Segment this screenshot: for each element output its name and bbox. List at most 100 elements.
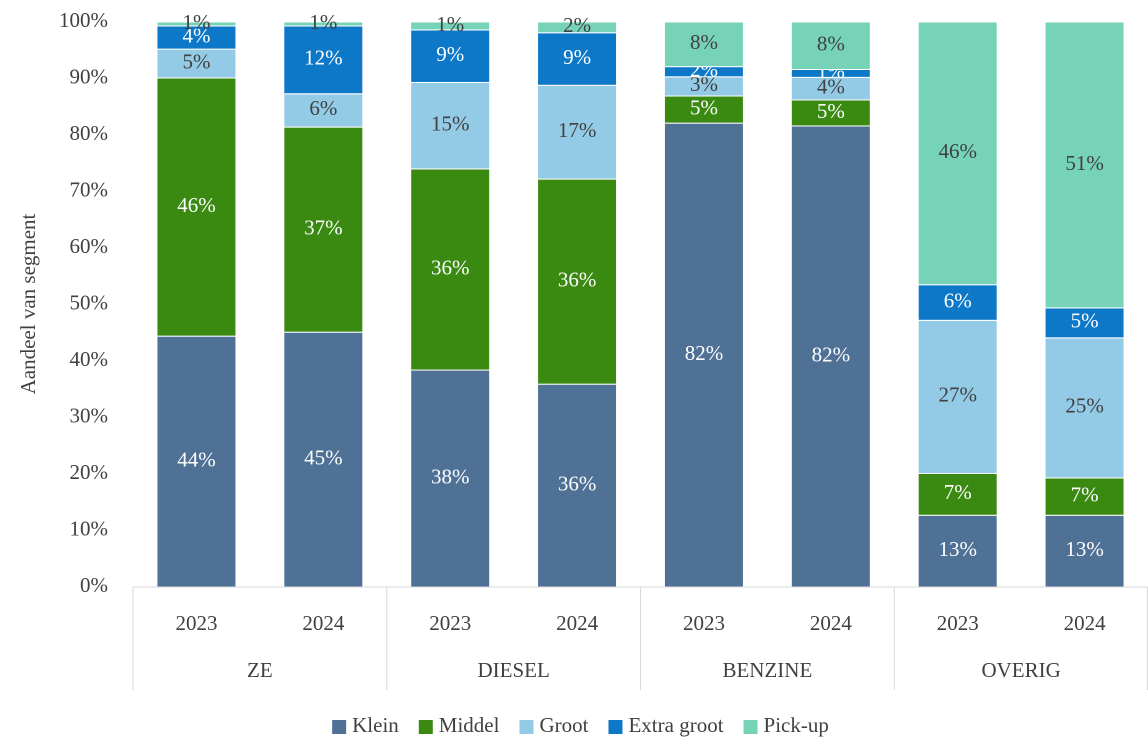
data-label: 17% [558, 118, 597, 142]
data-label: 1% [436, 12, 464, 36]
bar-segment [156, 21, 237, 27]
y-tick-label: 10% [70, 516, 109, 540]
data-label: 9% [436, 42, 464, 66]
data-label: 46% [177, 193, 216, 217]
y-tick-label: 100% [59, 8, 108, 32]
data-label: 82% [812, 342, 851, 366]
y-tick-label: 20% [70, 460, 109, 484]
data-label: 6% [944, 288, 972, 312]
bar-segment [1044, 514, 1125, 588]
y-tick-label: 0% [80, 573, 108, 597]
bar-segment [917, 319, 998, 474]
data-label: 36% [431, 255, 470, 279]
data-label: 1% [309, 10, 337, 34]
legend-swatch [608, 720, 623, 734]
group-label: OVERIG [981, 658, 1060, 682]
x-tick-label: 2024 [810, 611, 853, 635]
data-label: 8% [690, 30, 718, 54]
bar-segment [537, 32, 618, 86]
bar-segment [1044, 307, 1125, 339]
data-label: 27% [938, 383, 977, 407]
y-tick-label: 80% [70, 121, 109, 145]
data-label: 5% [817, 99, 845, 123]
bar-segment [663, 95, 744, 124]
bar-segment [663, 122, 744, 588]
data-label: 5% [1071, 309, 1099, 333]
bar-segment [1044, 337, 1125, 479]
group-label: BENZINE [722, 658, 812, 682]
bar-segment [410, 168, 491, 371]
y-tick-label: 30% [70, 403, 109, 427]
data-label: 37% [304, 215, 343, 239]
bar-segment [1044, 21, 1125, 309]
y-tick-label: 60% [70, 234, 109, 258]
x-tick-label: 2024 [1064, 611, 1107, 635]
bar-segment [917, 472, 998, 516]
bar-segment [790, 21, 871, 70]
group-label: DIESEL [477, 658, 549, 682]
data-label: 4% [817, 74, 845, 98]
bar-segment [537, 178, 618, 385]
data-label: 46% [938, 139, 977, 163]
x-tick-label: 2023 [683, 611, 725, 635]
bar-segment [410, 21, 491, 31]
y-axis-label: Aandeel van segment [16, 213, 40, 394]
data-label: 36% [558, 267, 597, 291]
x-tick-label: 2023 [937, 611, 979, 635]
legend-swatch [418, 720, 433, 734]
bar-segment [283, 21, 364, 27]
data-label: 44% [177, 447, 216, 471]
data-label: 5% [182, 49, 210, 73]
y-tick-label: 50% [70, 290, 109, 314]
data-label: 1% [182, 10, 210, 34]
x-tick-label: 2024 [556, 611, 599, 635]
legend-swatch [519, 720, 534, 734]
bar-segment [283, 25, 364, 95]
data-label: 45% [304, 445, 343, 469]
data-label: 7% [944, 480, 972, 504]
legend-swatch [332, 720, 347, 734]
bar-segment [663, 21, 744, 68]
legend-label: Extra groot [628, 713, 723, 737]
legend-label: Groot [539, 713, 588, 737]
x-tick-label: 2023 [429, 611, 471, 635]
legend-label: Klein [352, 713, 399, 737]
legend-label: Pick-up [764, 713, 829, 737]
bar-segment [156, 77, 237, 337]
data-label: 6% [309, 96, 337, 120]
data-label: 5% [690, 95, 718, 119]
data-label: 8% [817, 32, 845, 56]
data-label: 4% [182, 23, 210, 47]
data-label: 82% [685, 341, 724, 365]
x-tick-label: 2023 [175, 611, 217, 635]
data-label: 7% [1071, 482, 1099, 506]
data-label: 38% [431, 464, 470, 488]
bar-segment [537, 383, 618, 588]
legend-swatch [743, 720, 758, 734]
bar-segment [1044, 477, 1125, 516]
data-label: 51% [1065, 151, 1104, 175]
group-label: ZE [247, 658, 273, 682]
data-label: 15% [431, 111, 470, 135]
bar-segment [410, 81, 491, 170]
y-tick-label: 40% [70, 347, 109, 371]
data-label: 2% [563, 13, 591, 37]
y-tick-label: 70% [70, 177, 109, 201]
x-tick-label: 2024 [302, 611, 345, 635]
bar-segment [283, 93, 364, 128]
legend-label: Middel [439, 713, 500, 737]
data-label: 13% [938, 537, 977, 561]
bar-segment [410, 29, 491, 83]
bar-segment [410, 369, 491, 588]
y-tick-label: 90% [70, 64, 109, 88]
bar-segment [156, 335, 237, 588]
data-label: 9% [563, 45, 591, 69]
data-label: 36% [558, 471, 597, 495]
data-label: 25% [1065, 394, 1104, 418]
bar-segment [790, 125, 871, 588]
data-label: 12% [304, 46, 343, 70]
data-label: 13% [1065, 537, 1104, 561]
bar-segment [537, 21, 618, 34]
